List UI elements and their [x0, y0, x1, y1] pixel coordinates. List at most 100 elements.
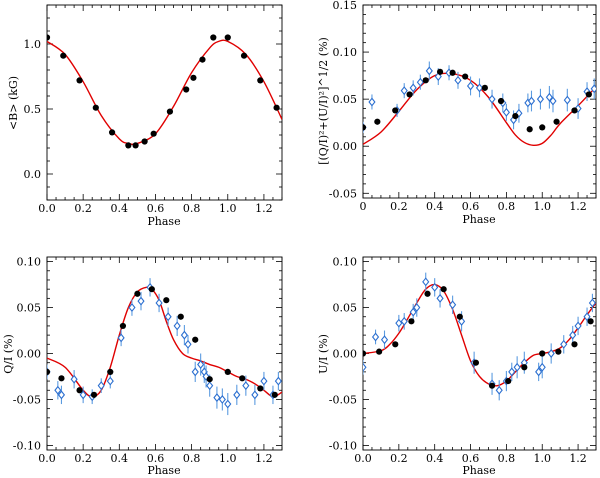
synthetic-point [395, 318, 403, 328]
observed-point [108, 129, 116, 136]
synthetic-point [436, 293, 444, 303]
observed-point [440, 286, 447, 293]
x-axis-label: Phase [462, 213, 495, 226]
synthetic-point [560, 339, 568, 349]
synthetic-point [213, 393, 221, 403]
synthetic-point [57, 390, 66, 400]
observed-point [526, 126, 533, 133]
y-axis-label: <B> (kG) [7, 76, 20, 130]
synthetic-point [588, 298, 596, 308]
y-tick-label: 0.05 [333, 93, 358, 106]
synthetic-point [224, 399, 232, 409]
y-tick-label: 0.0 [24, 168, 42, 181]
observed-point [206, 376, 213, 383]
model-curve [47, 286, 282, 398]
synthetic-point [274, 376, 282, 386]
observed-point [47, 368, 51, 375]
x-tick-label: 0.6 [147, 202, 165, 215]
y-tick-label: 0.10 [333, 256, 358, 269]
observed-point [239, 375, 246, 382]
plot-area [363, 61, 596, 147]
y-tick-label: 0.5 [24, 103, 42, 116]
synthetic-point [449, 300, 457, 310]
x-tick-label: 0.0 [354, 452, 372, 465]
panel-stokes-u: Phase U/I (%) 0.0 0.2 0.4 0.6 0.8 1.0 1.2 -0.10… [317, 256, 597, 477]
observed-point [449, 69, 456, 76]
observed-point [177, 313, 184, 320]
synthetic-point [400, 316, 408, 326]
synthetic-point [466, 81, 475, 91]
synthetic-point [368, 97, 376, 107]
observed-point [47, 34, 51, 41]
y-axis-label: [(Q/I)²+(U/I)²]^1/2 (%) [317, 37, 330, 165]
synthetic-point [363, 362, 367, 372]
y-tick-label: -0.05 [329, 187, 357, 200]
observed-point [183, 86, 190, 93]
y-tick-label: 0.00 [333, 140, 358, 153]
observed-point [224, 368, 231, 375]
observed-point [456, 313, 463, 320]
synthetic-point [431, 282, 439, 292]
synthetic-point [117, 333, 125, 343]
observed-point [58, 375, 65, 382]
observed-point [392, 341, 399, 348]
model-curve [47, 39, 282, 146]
synthetic-point [457, 316, 466, 326]
synthetic-point [233, 390, 241, 400]
synthetic-point [218, 394, 226, 404]
synthetic-point [184, 339, 192, 349]
x-tick-label: 0.4 [426, 452, 444, 465]
synthetic-point [413, 303, 421, 313]
x-tick-label: 0.2 [74, 452, 92, 465]
x-tick-label: 0.4 [426, 200, 444, 213]
synthetic-point [242, 381, 250, 391]
x-tick-label: 0.8 [498, 452, 516, 465]
synthetic-point [191, 367, 199, 377]
panel-linear-polarization: Phase [(Q/I)²+(U/I)²]^1/2 (%) 0 0.2 0.4 0.6… [317, 0, 597, 226]
x-tick-label: 1.2 [255, 452, 273, 465]
x-tick-label: 1.0 [533, 452, 551, 465]
observed-point [512, 112, 519, 120]
plot-frame [362, 4, 597, 199]
panel-stokes-q: Phase Q/I (%) 0.0 0.2 0.4 0.6 0.8 1.0 1.2 -0.10… [2, 256, 283, 477]
y-tick-label: -0.05 [329, 393, 357, 406]
synthetic-point [409, 83, 417, 93]
observed-point [462, 73, 469, 80]
synthetic-point [545, 92, 553, 102]
x-tick-label: 1.0 [533, 200, 551, 213]
y-tick-label: 0.10 [17, 256, 42, 269]
observed-point [376, 348, 383, 355]
observed-point [257, 77, 264, 84]
observed-point [539, 350, 546, 357]
synthetic-point [535, 367, 543, 377]
synthetic-point [538, 362, 546, 372]
x-axis-label: Phase [147, 464, 180, 477]
x-axis-label: Phase [462, 464, 495, 477]
panel-mean-field: Phase <B> (kG) 0.0 0.2 0.4 0.6 0.8 1.0 1.2 0.0 0… [7, 4, 283, 228]
observed-point [240, 52, 248, 59]
observed-point [125, 142, 132, 149]
observed-point [374, 118, 381, 125]
observed-point [408, 318, 415, 325]
observed-point [257, 385, 264, 392]
observed-point [190, 74, 197, 81]
x-tick-label: 0 [360, 200, 367, 213]
synthetic-point [206, 381, 214, 391]
synthetic-point [180, 330, 188, 340]
synthetic-point [197, 360, 205, 370]
observed-point [273, 104, 280, 111]
observed-point [90, 391, 98, 398]
y-tick-label: -0.10 [329, 439, 357, 452]
model-curve [363, 283, 596, 387]
synthetic-point [549, 96, 557, 106]
synthetic-point [536, 94, 545, 104]
observed-point [210, 34, 217, 41]
observed-point [166, 108, 174, 115]
y-tick-label: 0.00 [333, 348, 358, 361]
x-tick-label: 0.6 [462, 200, 480, 213]
x-tick-label: 0.4 [111, 202, 129, 215]
synthetic-point [128, 303, 136, 313]
synthetic-point [590, 84, 596, 94]
y-tick-label: -0.10 [13, 439, 41, 452]
